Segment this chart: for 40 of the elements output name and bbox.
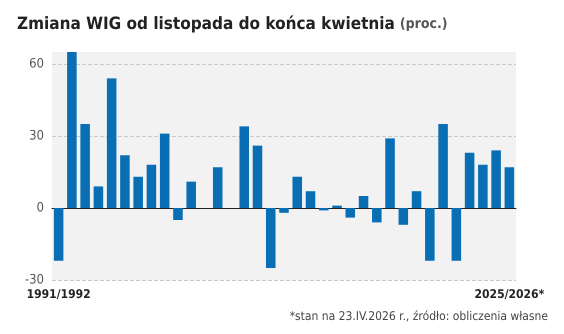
bar <box>425 208 435 261</box>
bar <box>306 191 316 208</box>
bar <box>133 176 143 208</box>
x-tick-label: 2025/2026* <box>474 287 545 301</box>
bar <box>120 155 130 208</box>
y-tick-label: -30 <box>24 272 44 288</box>
bar <box>94 186 104 208</box>
bar <box>358 196 368 208</box>
bar <box>212 167 222 208</box>
chart-title: Zmiana WIG od listopada do końca kwietnia <box>17 14 395 34</box>
x-tick-label: 1991/1992 <box>26 287 91 301</box>
y-tick-label: 30 <box>29 128 44 144</box>
bar <box>279 208 289 213</box>
y-tick-label: 60 <box>29 56 44 72</box>
bar <box>54 208 64 261</box>
bar <box>398 208 408 225</box>
bar <box>67 52 77 208</box>
bar <box>372 208 382 222</box>
bar <box>146 164 156 208</box>
bar <box>160 134 170 208</box>
bar <box>266 208 276 268</box>
bar <box>491 150 501 208</box>
bar <box>412 191 422 208</box>
bar <box>504 167 514 208</box>
y-tick-label: 0 <box>36 200 44 216</box>
bar <box>438 124 448 208</box>
bar <box>106 78 116 208</box>
bar <box>292 176 302 208</box>
bar <box>478 164 488 208</box>
bar <box>186 182 196 208</box>
chart-subtitle: (proc.) <box>400 16 448 32</box>
bar <box>385 138 395 208</box>
bar <box>173 208 183 220</box>
text: *stan na 23.IV.2026 r., źródło: obliczenia własne <box>290 309 548 323</box>
bar <box>346 208 356 218</box>
bar <box>80 124 90 208</box>
bar <box>452 208 462 261</box>
bar <box>252 146 262 208</box>
bar <box>239 126 249 208</box>
bar <box>464 152 474 208</box>
